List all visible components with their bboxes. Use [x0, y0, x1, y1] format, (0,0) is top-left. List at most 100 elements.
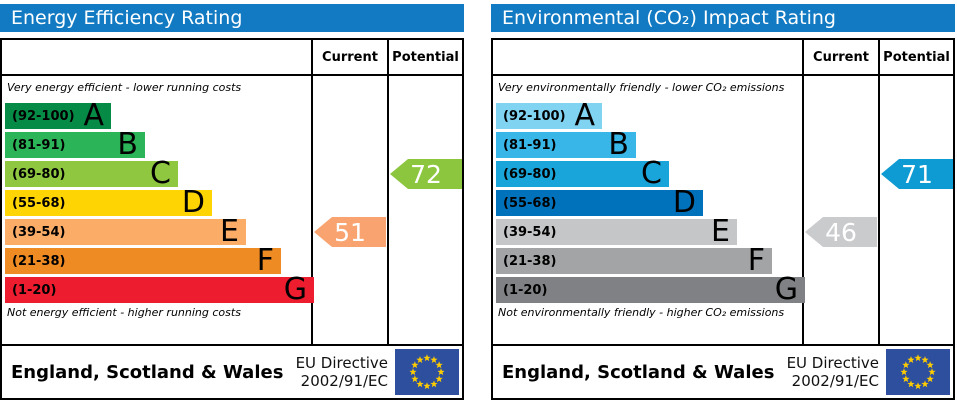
- region-label: England, Scotland & Wales: [11, 361, 284, 383]
- column-divider: [311, 40, 313, 344]
- band-row: (55-68) D: [5, 185, 311, 220]
- panel-title: Environmental (CO₂) Impact Rating: [502, 7, 836, 29]
- band-letter: F: [747, 243, 765, 278]
- band-bar-a: (92-100) A: [5, 98, 111, 133]
- band-row: (92-100) A: [5, 98, 311, 133]
- eu-flag-icon: [886, 349, 950, 395]
- band-row: (69-80) C: [496, 156, 802, 191]
- band-bar-c: (69-80) C: [5, 156, 178, 191]
- potential-value: 71: [901, 159, 933, 189]
- bottom-note: Not energy efficient - higher running co…: [7, 306, 241, 319]
- band-row: (1-20) G: [496, 272, 805, 307]
- eu-directive-label: EU Directive 2002/91/EC: [787, 354, 879, 390]
- band-bar-e: (39-54) E: [496, 214, 737, 249]
- band-range-label: (69-80): [12, 166, 66, 182]
- panel-title-bar: Environmental (CO₂) Impact Rating: [491, 4, 955, 32]
- column-divider: [802, 40, 804, 344]
- band-range-label: (39-54): [503, 224, 557, 240]
- band-row: (1-20) G: [5, 272, 314, 307]
- band-range-label: (55-68): [12, 195, 66, 211]
- panel-title: Energy Efficiency Rating: [11, 7, 243, 29]
- column-divider: [878, 40, 880, 344]
- footer: England, Scotland & Wales EU Directive 2…: [0, 344, 464, 400]
- eu-directive-line2: 2002/91/EC: [791, 372, 879, 390]
- band-bar-f: (21-38) F: [5, 243, 281, 278]
- band-range-label: (55-68): [503, 195, 557, 211]
- bottom-note: Not environmentally friendly - higher CO…: [498, 306, 785, 319]
- band-letter: E: [220, 214, 239, 249]
- band-letter: E: [711, 214, 730, 249]
- potential-value: 72: [410, 159, 442, 189]
- band-letter: C: [641, 156, 662, 191]
- band-row: (69-80) C: [5, 156, 311, 191]
- band-letter: B: [117, 127, 138, 162]
- band-row: (39-54) E: [496, 214, 802, 249]
- eu-directive-label: EU Directive 2002/91/EC: [296, 354, 388, 390]
- band-letter: D: [672, 185, 696, 220]
- current-value: 46: [825, 217, 857, 247]
- band-bar-d: (55-68) D: [5, 185, 212, 220]
- band-bar-g: (1-20) G: [5, 272, 314, 307]
- band-range-label: (21-38): [503, 253, 557, 269]
- current-column-header: Current: [322, 49, 378, 65]
- current-column-header: Current: [813, 49, 869, 65]
- eu-flag-icon: [395, 349, 459, 395]
- energy-efficiency-panel: Energy Efficiency Rating Current Potenti…: [0, 0, 464, 404]
- band-bar-d: (55-68) D: [496, 185, 703, 220]
- potential-arrow: 71: [881, 159, 953, 189]
- band-letter: A: [83, 98, 104, 133]
- band-bar-a: (92-100) A: [496, 98, 602, 133]
- table-header: Current Potential: [2, 40, 462, 76]
- bands: (92-100) A (81-91) B (69-80) C (55-68) D (39-54)…: [496, 98, 805, 307]
- current-arrow: 46: [805, 217, 877, 247]
- band-range-label: (81-91): [503, 137, 557, 153]
- potential-arrow: 72: [390, 159, 462, 189]
- eu-directive-line1: EU Directive: [295, 354, 388, 372]
- current-arrow: 51: [314, 217, 386, 247]
- band-bar-b: (81-91) B: [5, 127, 145, 162]
- band-bar-b: (81-91) B: [496, 127, 636, 162]
- band-row: (81-91) B: [496, 127, 802, 162]
- band-range-label: (39-54): [12, 224, 66, 240]
- environmental-impact-panel: Environmental (CO₂) Impact Rating Curren…: [491, 0, 955, 404]
- band-bar-f: (21-38) F: [496, 243, 772, 278]
- band-letter: D: [181, 185, 205, 220]
- band-row: (21-38) F: [5, 243, 311, 278]
- band-range-label: (92-100): [12, 108, 75, 124]
- footer: England, Scotland & Wales EU Directive 2…: [491, 344, 955, 400]
- band-letter: G: [774, 272, 798, 307]
- eu-directive-line2: 2002/91/EC: [300, 372, 388, 390]
- band-letter: C: [150, 156, 171, 191]
- band-letter: B: [608, 127, 629, 162]
- bands: (92-100) A (81-91) B (69-80) C (55-68) D (39-54)…: [5, 98, 314, 307]
- top-note: Very energy efficient - lower running co…: [7, 81, 242, 94]
- band-letter: G: [283, 272, 307, 307]
- band-range-label: (1-20): [12, 282, 57, 298]
- band-letter: F: [256, 243, 274, 278]
- band-range-label: (81-91): [12, 137, 66, 153]
- potential-column-header: Potential: [392, 49, 459, 65]
- band-bar-g: (1-20) G: [496, 272, 805, 307]
- region-label: England, Scotland & Wales: [502, 361, 775, 383]
- top-note: Very environmentally friendly - lower CO…: [498, 81, 785, 94]
- band-range-label: (92-100): [503, 108, 566, 124]
- rating-table: Current Potential Very energy efficient …: [0, 38, 464, 346]
- band-range-label: (21-38): [12, 253, 66, 269]
- band-range-label: (69-80): [503, 166, 557, 182]
- band-letter: A: [574, 98, 595, 133]
- panel-title-bar: Energy Efficiency Rating: [0, 4, 464, 32]
- column-divider: [387, 40, 389, 344]
- eu-flag-stars: [409, 354, 445, 390]
- band-row: (55-68) D: [496, 185, 802, 220]
- band-bar-c: (69-80) C: [496, 156, 669, 191]
- band-row: (92-100) A: [496, 98, 802, 133]
- eu-directive-line1: EU Directive: [786, 354, 879, 372]
- table-header: Current Potential: [493, 40, 953, 76]
- rating-table: Current Potential Very environmentally f…: [491, 38, 955, 346]
- band-range-label: (1-20): [503, 282, 548, 298]
- eu-flag-stars: [900, 354, 936, 390]
- potential-column-header: Potential: [883, 49, 950, 65]
- band-row: (81-91) B: [5, 127, 311, 162]
- band-row: (21-38) F: [496, 243, 802, 278]
